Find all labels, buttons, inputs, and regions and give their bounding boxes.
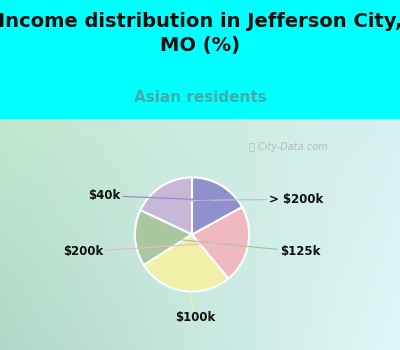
Text: $100k: $100k — [175, 277, 215, 324]
Text: $200k: $200k — [63, 242, 228, 258]
Text: ⓘ City-Data.com: ⓘ City-Data.com — [249, 142, 327, 152]
Text: $40k: $40k — [88, 189, 210, 202]
Wedge shape — [140, 177, 192, 234]
Wedge shape — [192, 207, 249, 279]
Text: > $200k: > $200k — [173, 193, 323, 205]
Text: $125k: $125k — [155, 237, 321, 258]
Text: Income distribution in Jefferson City,
MO (%): Income distribution in Jefferson City, M… — [0, 12, 400, 55]
Text: Asian residents: Asian residents — [134, 90, 266, 105]
Wedge shape — [144, 234, 228, 292]
Wedge shape — [192, 177, 242, 234]
Wedge shape — [135, 210, 192, 265]
